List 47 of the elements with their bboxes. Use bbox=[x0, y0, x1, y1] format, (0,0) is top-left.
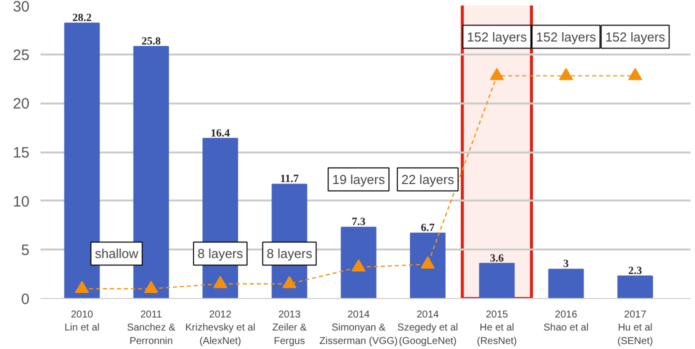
y-tick-label: 15 bbox=[12, 144, 30, 162]
data-label: 3 bbox=[563, 258, 570, 270]
point bbox=[144, 280, 158, 293]
bar bbox=[410, 232, 446, 298]
y-tick-label: 20 bbox=[12, 96, 30, 113]
x-tick-label: 2014 Simonyan & Zisserman (VGG) bbox=[319, 310, 398, 347]
y-tick-label: 30 bbox=[12, 0, 30, 16]
data-label: 16.4 bbox=[210, 127, 230, 140]
annotation: 152 layers bbox=[605, 29, 666, 44]
point bbox=[559, 68, 574, 80]
annotation: 8 layers bbox=[198, 246, 244, 262]
x-tick-label: 2010 Lin et al bbox=[64, 310, 100, 334]
annotation: 152 layers bbox=[466, 29, 528, 44]
y-tick-label: 0 bbox=[21, 291, 30, 308]
data-label: 6.7 bbox=[420, 222, 436, 234]
annotation: shallow bbox=[94, 246, 139, 262]
annotation: 8 layers bbox=[266, 246, 313, 262]
point bbox=[420, 256, 435, 269]
data-label: 11.7 bbox=[280, 173, 300, 186]
data-label: 28.2 bbox=[72, 12, 92, 24]
bar bbox=[548, 268, 584, 298]
y-tick-label: 5 bbox=[21, 242, 30, 260]
bar bbox=[340, 226, 376, 298]
point bbox=[490, 68, 504, 80]
x-tick-label: 2012 Krizhevsky et al (AlexNet) bbox=[185, 310, 256, 347]
data-label: 2.3 bbox=[628, 265, 643, 278]
bar bbox=[617, 276, 653, 298]
y-tick-label: 25 bbox=[12, 46, 30, 64]
point bbox=[74, 280, 89, 293]
bar bbox=[479, 262, 515, 298]
x-tick-label: 2016 Shao et al bbox=[544, 310, 589, 334]
y-tick-label: 10 bbox=[12, 193, 30, 210]
data-label: 7.3 bbox=[352, 216, 366, 228]
x-tick-label: 2015 He et al (ResNet) bbox=[476, 310, 517, 347]
x-tick-label: 2013 Zeiler & Fergus bbox=[272, 310, 307, 347]
x-tick-label: 2011 Sanchez & Perronnin bbox=[126, 310, 176, 347]
annotation: 152 layers bbox=[536, 29, 597, 44]
point bbox=[352, 259, 366, 272]
point bbox=[628, 68, 642, 80]
point bbox=[282, 276, 296, 288]
x-tick-label: 2014 Szegedy et al (GoogLeNet) bbox=[397, 310, 458, 347]
point bbox=[213, 276, 228, 288]
data-label: 3.6 bbox=[490, 252, 504, 264]
data-label: 25.8 bbox=[142, 36, 162, 48]
x-tick-label: 2017 Hu et al (SENet) bbox=[617, 310, 653, 347]
annotation: 22 layers bbox=[401, 172, 455, 187]
annotation: 19 layers bbox=[332, 172, 386, 187]
